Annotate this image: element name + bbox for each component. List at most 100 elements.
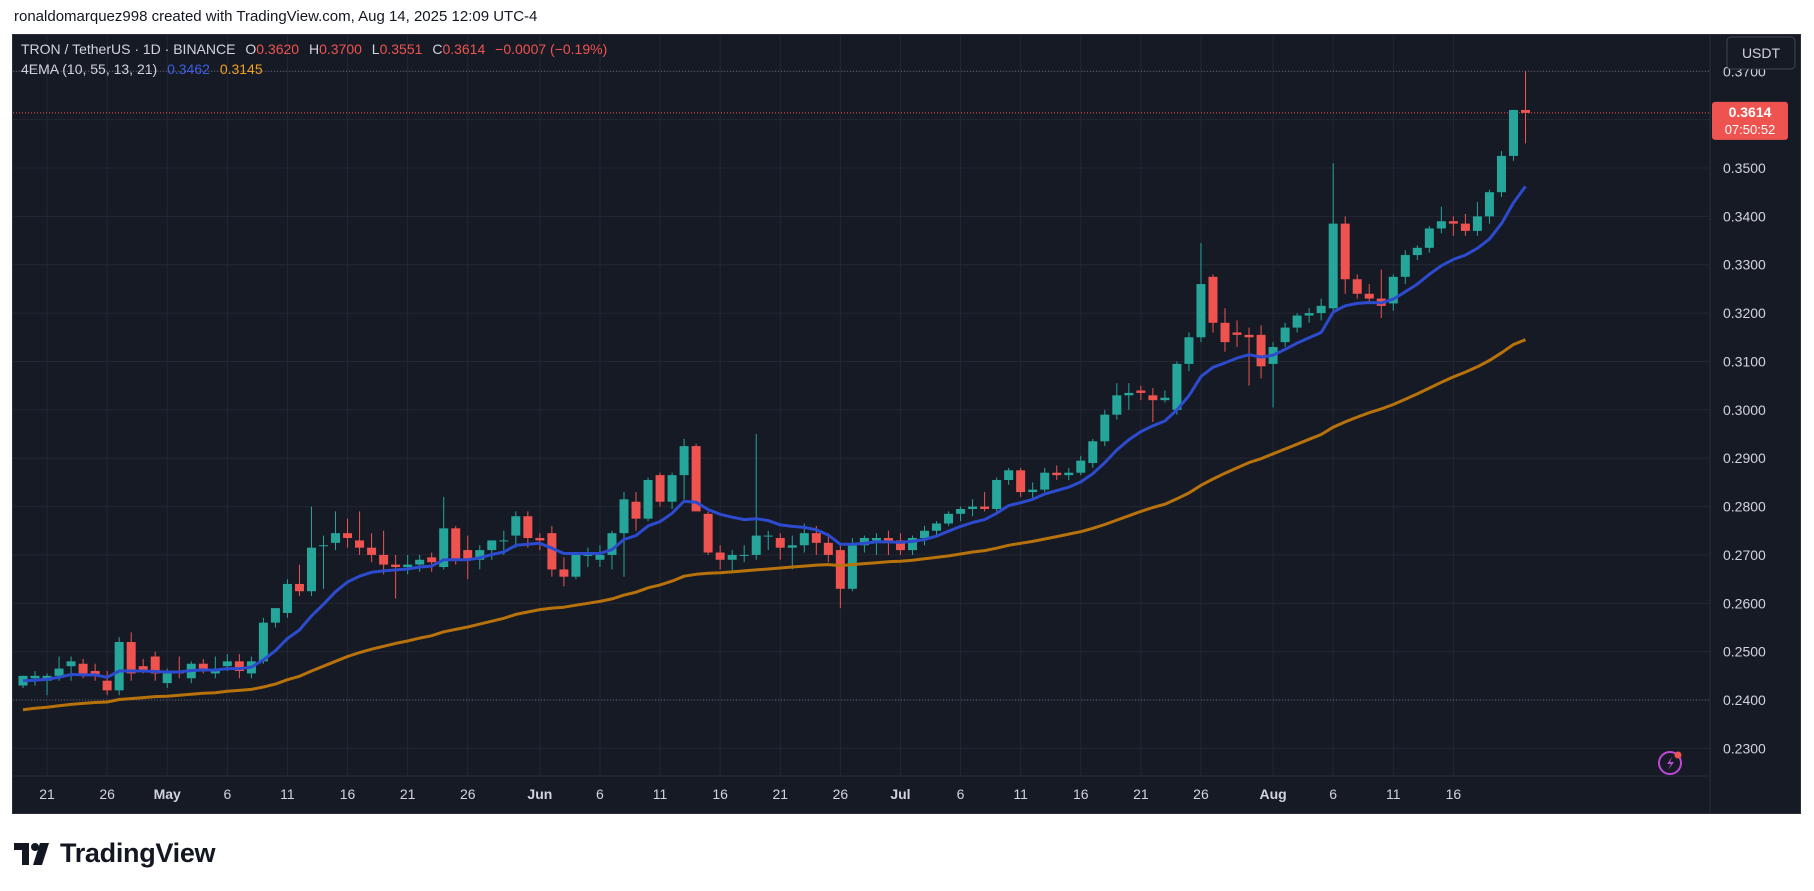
candle[interactable] <box>415 554 425 572</box>
candle[interactable] <box>1244 327 1254 386</box>
candle[interactable] <box>1184 332 1194 372</box>
candle[interactable] <box>270 608 280 628</box>
candle[interactable] <box>367 533 377 563</box>
candle[interactable] <box>90 663 100 681</box>
candle[interactable] <box>1088 438 1098 468</box>
candle[interactable] <box>787 535 797 570</box>
candle[interactable] <box>1004 467 1014 485</box>
candle[interactable] <box>956 506 966 522</box>
candle[interactable] <box>451 525 461 565</box>
candle[interactable] <box>174 656 184 679</box>
candle[interactable] <box>1508 109 1518 161</box>
candle[interactable] <box>1304 308 1314 323</box>
candle[interactable] <box>391 554 401 599</box>
candle[interactable] <box>595 545 605 568</box>
candle[interactable] <box>403 554 413 575</box>
candle[interactable] <box>944 511 954 526</box>
candle[interactable] <box>619 492 629 577</box>
candle[interactable] <box>727 550 737 572</box>
currency-button[interactable]: USDT <box>1726 36 1796 70</box>
candle[interactable] <box>1280 322 1290 347</box>
candle[interactable] <box>427 552 437 572</box>
candle[interactable] <box>463 535 473 580</box>
candle[interactable] <box>751 434 761 560</box>
candle[interactable] <box>1136 385 1146 401</box>
candle[interactable] <box>1521 71 1530 144</box>
candle[interactable] <box>1268 342 1278 408</box>
candle[interactable] <box>439 496 449 570</box>
candle[interactable] <box>823 533 833 563</box>
candle[interactable] <box>1124 383 1134 410</box>
candle[interactable] <box>631 492 641 531</box>
candle[interactable] <box>126 632 136 681</box>
candle[interactable] <box>643 477 653 522</box>
candle[interactable] <box>691 443 701 512</box>
candle[interactable] <box>1028 482 1038 500</box>
candle[interactable] <box>379 530 389 575</box>
candle[interactable] <box>1232 320 1242 347</box>
candle[interactable] <box>1256 325 1266 379</box>
candle[interactable] <box>1112 383 1122 420</box>
candle[interactable] <box>102 671 112 696</box>
candle[interactable] <box>1172 361 1182 415</box>
candle[interactable] <box>535 533 545 551</box>
candle[interactable] <box>30 671 40 686</box>
candle[interactable] <box>871 533 881 555</box>
candle[interactable] <box>1196 242 1206 343</box>
candle[interactable] <box>1388 274 1398 311</box>
time-axis[interactable]: 21 26 May 6 11 16 21 26 Jun 6 11 16 21 26 Jul 6 11 16 21 26… <box>39 786 1461 802</box>
price-axis[interactable]: 0.37000.36000.35000.34000.33000.32000.31… <box>1723 63 1766 756</box>
candle[interactable] <box>1040 467 1050 493</box>
chart-panel[interactable]: 0.37000.36000.35000.34000.33000.32000.31… <box>12 34 1801 814</box>
candle[interactable] <box>703 511 713 555</box>
candle[interactable] <box>1484 189 1494 224</box>
candles[interactable] <box>18 71 1531 696</box>
candle[interactable] <box>306 506 316 597</box>
candle[interactable] <box>655 472 665 507</box>
candle[interactable] <box>739 545 749 563</box>
candle[interactable] <box>487 540 497 560</box>
candle[interactable] <box>1100 409 1110 447</box>
candle[interactable] <box>1412 245 1422 260</box>
candle[interactable] <box>234 654 244 679</box>
candle[interactable] <box>968 499 978 517</box>
candle[interactable] <box>1400 250 1410 285</box>
candle[interactable] <box>980 492 990 512</box>
candle[interactable] <box>511 511 521 548</box>
candle[interactable] <box>1352 274 1362 299</box>
candle[interactable] <box>282 579 292 618</box>
candle[interactable] <box>1148 388 1158 422</box>
candle[interactable] <box>1436 206 1446 234</box>
indicator-name[interactable]: 4EMA (10, 55, 13, 21) <box>21 61 157 77</box>
candle[interactable] <box>1496 151 1506 198</box>
candle[interactable] <box>114 637 124 696</box>
candle[interactable] <box>1016 467 1026 497</box>
candle[interactable] <box>932 521 942 536</box>
candle[interactable] <box>583 547 593 568</box>
candle[interactable] <box>679 438 689 500</box>
tradingview-logo[interactable]: TradingView <box>14 838 216 869</box>
candlestick-chart[interactable]: 0.37000.36000.35000.34000.33000.32000.31… <box>13 35 1800 813</box>
candle[interactable] <box>920 525 929 546</box>
candle[interactable] <box>66 656 76 681</box>
candle[interactable] <box>355 511 365 555</box>
candle[interactable] <box>1316 298 1326 321</box>
candle[interactable] <box>1064 467 1074 480</box>
candle[interactable] <box>547 525 557 577</box>
candle[interactable] <box>1292 313 1302 333</box>
candle[interactable] <box>1160 390 1170 403</box>
candle[interactable] <box>1364 284 1374 304</box>
candle[interactable] <box>1448 216 1458 236</box>
candle[interactable] <box>1076 455 1086 476</box>
candle[interactable] <box>523 511 533 548</box>
candle[interactable] <box>1220 308 1230 352</box>
candle[interactable] <box>1472 201 1482 236</box>
candle[interactable] <box>763 530 773 551</box>
candle[interactable] <box>992 477 1002 512</box>
candle[interactable] <box>258 617 268 664</box>
candle[interactable] <box>715 545 725 570</box>
candle[interactable] <box>1052 465 1062 480</box>
lightning-icon[interactable] <box>1658 751 1682 775</box>
candle[interactable] <box>1328 163 1338 314</box>
candle[interactable] <box>1376 269 1386 318</box>
